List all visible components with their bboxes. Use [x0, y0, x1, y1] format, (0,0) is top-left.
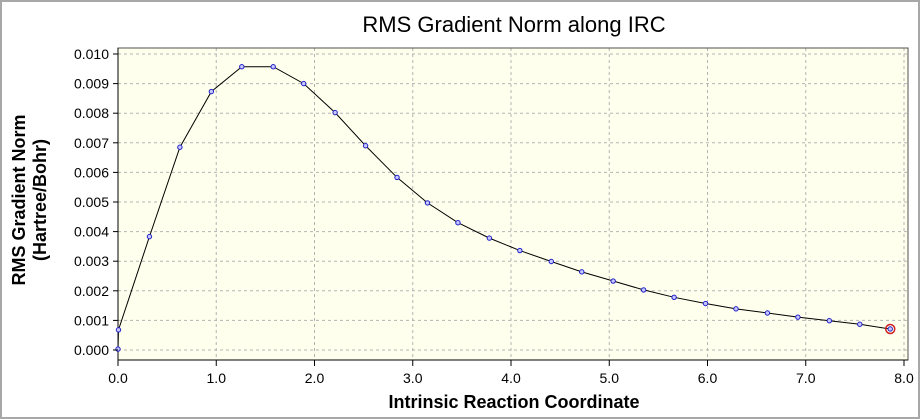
data-point — [486, 235, 493, 241]
x-tick-label: 4.0 — [501, 370, 521, 386]
data-point — [146, 233, 153, 240]
y-tick-label: 0.009 — [74, 76, 109, 92]
data-point — [548, 258, 554, 265]
y-tick-label: 0.001 — [74, 312, 109, 328]
x-tick-label: 7.0 — [796, 370, 816, 386]
data-point — [795, 314, 801, 320]
data-point — [424, 200, 431, 206]
data-point — [826, 317, 833, 324]
data-point — [671, 294, 677, 301]
x-tick-label: 5.0 — [600, 370, 620, 386]
data-point — [239, 64, 245, 70]
data-point — [208, 88, 215, 95]
data-point — [177, 144, 183, 150]
data-point — [300, 80, 307, 87]
y-tick-label: 0.002 — [74, 283, 109, 299]
data-point — [764, 310, 771, 316]
y-tick-label: 0.010 — [74, 46, 109, 62]
x-tick-label: 2.0 — [305, 370, 325, 386]
data-point — [857, 321, 863, 327]
x-tick-label: 6.0 — [698, 370, 718, 386]
chart-title: RMS Gradient Norm along IRC — [362, 12, 665, 37]
data-point — [887, 326, 893, 332]
x-tick-label: 0.0 — [108, 370, 128, 386]
y-tick-label: 0.008 — [74, 105, 109, 121]
data-point — [455, 220, 461, 226]
y-axis-label-line-1: RMS Gradient Norm — [9, 114, 29, 285]
data-point — [332, 109, 338, 116]
data-point — [733, 306, 739, 312]
y-tick-label: 0.004 — [74, 224, 109, 240]
y-tick-label: 0.000 — [74, 342, 109, 358]
y-tick-label: 0.007 — [74, 135, 109, 151]
y-tick-label: 0.003 — [74, 253, 109, 269]
data-point — [115, 346, 121, 352]
data-point — [640, 287, 647, 293]
data-point — [270, 64, 276, 70]
y-axis-label-line-2: (Hartree/Bohr) — [30, 139, 50, 261]
data-point — [579, 269, 585, 275]
selected-point-marker — [884, 323, 896, 335]
x-tick-label: 8.0 — [894, 370, 914, 386]
data-point — [362, 143, 369, 149]
x-tick-label: 3.0 — [403, 370, 423, 386]
data-point — [394, 174, 400, 181]
plot-area[interactable] — [115, 47, 909, 361]
plot-background — [118, 48, 908, 360]
axis-ticks: 0.000 0.001 0.002 0.003 0.004 0.005 0.006 0.007… — [74, 46, 914, 386]
x-axis-label: Intrinsic Reaction Coordinate — [388, 392, 639, 412]
data-point — [610, 278, 616, 284]
data-point — [115, 327, 122, 333]
data-point — [517, 247, 523, 254]
x-tick-label: 1.0 — [207, 370, 227, 386]
y-tick-label: 0.006 — [74, 164, 109, 180]
y-tick-label: 0.005 — [74, 194, 109, 210]
data-point — [702, 300, 709, 307]
